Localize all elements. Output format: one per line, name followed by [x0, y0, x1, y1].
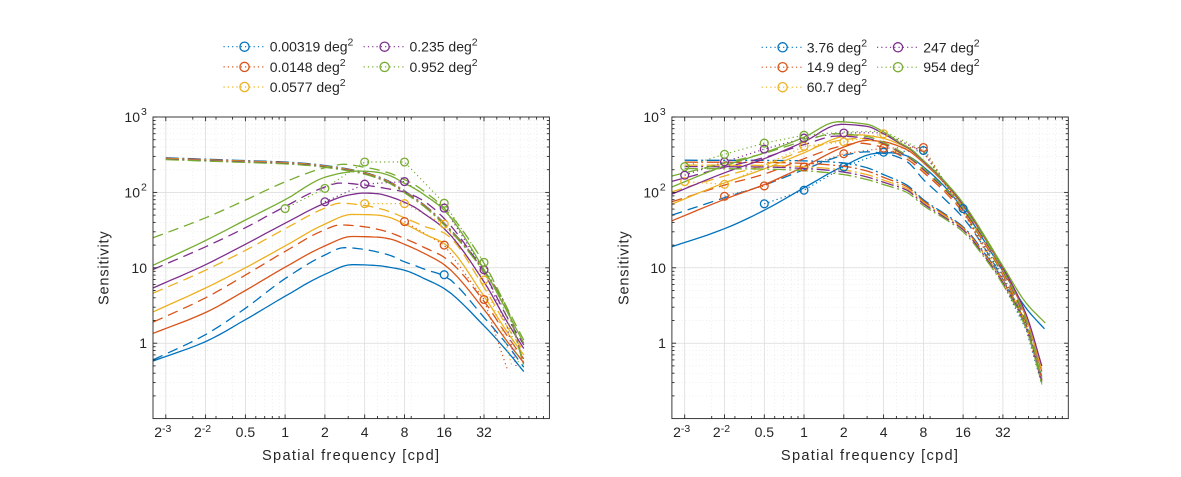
svg-text:10: 10: [124, 184, 140, 200]
svg-text:10: 10: [650, 260, 666, 276]
svg-text:954 deg2: 954 deg2: [923, 57, 980, 75]
svg-text:2: 2: [840, 424, 848, 440]
svg-text:2: 2: [321, 424, 329, 440]
svg-text:14.9 deg2: 14.9 deg2: [807, 57, 868, 75]
svg-text:Spatial frequency [cpd]: Spatial frequency [cpd]: [262, 448, 440, 464]
svg-text:1: 1: [281, 424, 289, 440]
svg-text:1: 1: [800, 424, 808, 440]
svg-text:32: 32: [995, 424, 1011, 440]
svg-text:10: 10: [124, 109, 140, 125]
svg-text:0.5: 0.5: [755, 424, 775, 440]
svg-text:0.0577 deg2: 0.0577 deg2: [270, 77, 346, 95]
svg-text:32: 32: [476, 424, 492, 440]
svg-text:3: 3: [660, 106, 666, 118]
svg-text:8: 8: [401, 424, 409, 440]
svg-text:0.952 deg2: 0.952 deg2: [410, 57, 478, 75]
svg-text:Sensitivity: Sensitivity: [97, 231, 113, 306]
svg-text:2: 2: [660, 181, 666, 193]
svg-text:10: 10: [643, 109, 659, 125]
svg-text:10: 10: [643, 184, 659, 200]
svg-text:4: 4: [361, 424, 369, 440]
svg-text:16: 16: [955, 424, 971, 440]
svg-text:8: 8: [920, 424, 928, 440]
svg-text:0.235 deg2: 0.235 deg2: [410, 37, 478, 55]
svg-text:0.0148 deg2: 0.0148 deg2: [270, 57, 346, 75]
svg-text:60.7 deg2: 60.7 deg2: [807, 77, 868, 95]
svg-text:3: 3: [141, 106, 147, 118]
svg-text:0.00319 deg2: 0.00319 deg2: [270, 37, 354, 55]
svg-text:247 deg2: 247 deg2: [923, 37, 980, 55]
svg-text:Sensitivity: Sensitivity: [617, 231, 633, 306]
svg-text:2: 2: [141, 181, 147, 193]
svg-text:Spatial frequency [cpd]: Spatial frequency [cpd]: [781, 448, 959, 464]
svg-text:1: 1: [658, 335, 666, 351]
svg-text:16: 16: [436, 424, 452, 440]
svg-text:10: 10: [131, 260, 147, 276]
svg-text:4: 4: [880, 424, 888, 440]
svg-text:3.76 deg2: 3.76 deg2: [807, 37, 868, 55]
svg-text:1: 1: [139, 335, 147, 351]
svg-text:0.5: 0.5: [236, 424, 256, 440]
